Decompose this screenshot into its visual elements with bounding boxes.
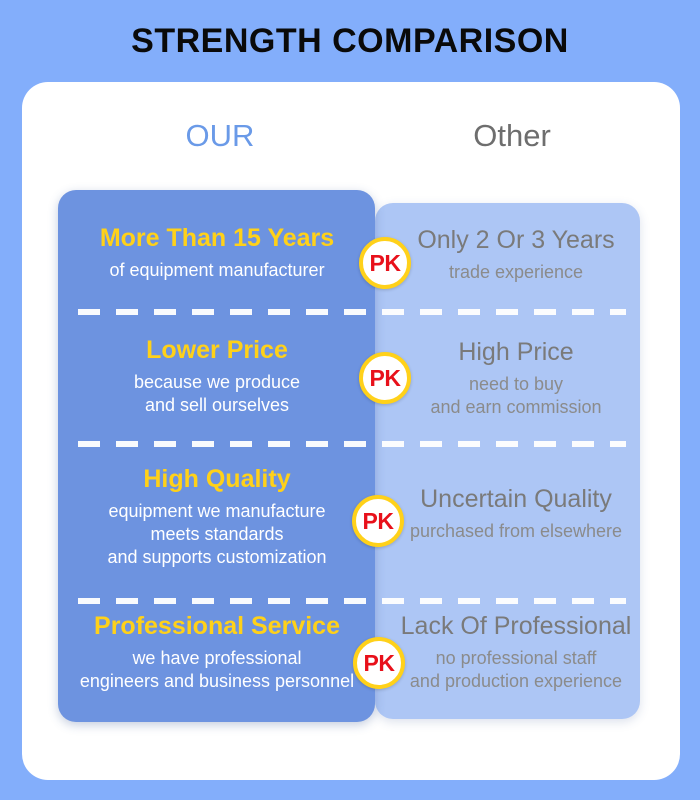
- our-cell: Professional Service we have professiona…: [62, 608, 372, 693]
- other-subtext: purchased from elsewhere: [409, 520, 623, 541]
- row-divider: [78, 309, 626, 315]
- other-cell: Lack Of Professional no professional sta…: [392, 608, 640, 693]
- our-subtext: of equipment manufacturer: [109, 259, 325, 280]
- other-cell: Only 2 Or 3 Years trade experience: [392, 200, 640, 284]
- other-headline: Lack Of Professional: [400, 612, 632, 640]
- other-subtext: no professional staff and production expe…: [409, 647, 623, 691]
- row-divider: [78, 441, 626, 447]
- comparison-row: Professional Service we have professiona…: [0, 608, 700, 720]
- our-cell: Lower Price because we produce and sell o…: [62, 322, 372, 417]
- pk-badge: PK: [359, 237, 411, 289]
- other-panel: [375, 203, 640, 719]
- column-headers: OUR Other: [22, 118, 680, 166]
- page-title: STRENGTH COMPARISON: [131, 22, 569, 60]
- other-cell: Uncertain Quality purchased from elsewhe…: [392, 455, 640, 543]
- other-subtext: need to buy and earn commission: [430, 373, 602, 417]
- column-header-other: Other: [473, 118, 551, 153]
- other-headline: Only 2 Or 3 Years: [417, 226, 615, 254]
- column-header-our: OUR: [185, 118, 255, 153]
- our-subtext: because we produce and sell ourselves: [133, 371, 301, 415]
- other-headline: High Price: [458, 338, 574, 366]
- pk-badge: PK: [359, 352, 411, 404]
- our-panel: [58, 190, 375, 722]
- our-subtext: equipment we manufacture meets standards a…: [107, 500, 327, 568]
- our-headline: High Quality: [143, 465, 291, 493]
- pk-badge: PK: [352, 495, 404, 547]
- our-subtext: we have professional engineers and busine…: [79, 647, 355, 691]
- row-divider: [78, 598, 626, 604]
- our-cell: More Than 15 Years of equipment manufact…: [62, 200, 372, 282]
- pk-badge: PK: [353, 637, 405, 689]
- comparison-row: High Quality equipment we manufacture mee…: [0, 455, 700, 599]
- comparison-row: More Than 15 Years of equipment manufact…: [0, 200, 700, 310]
- comparison-row: Lower Price because we produce and sell o…: [0, 322, 700, 442]
- other-subtext: trade experience: [448, 261, 584, 282]
- other-cell: High Price need to buy and earn commissio…: [392, 322, 640, 419]
- other-headline: Uncertain Quality: [420, 485, 612, 513]
- our-headline: Professional Service: [94, 612, 340, 640]
- our-cell: High Quality equipment we manufacture mee…: [62, 455, 372, 570]
- our-headline: Lower Price: [146, 336, 288, 364]
- our-headline: More Than 15 Years: [99, 224, 335, 252]
